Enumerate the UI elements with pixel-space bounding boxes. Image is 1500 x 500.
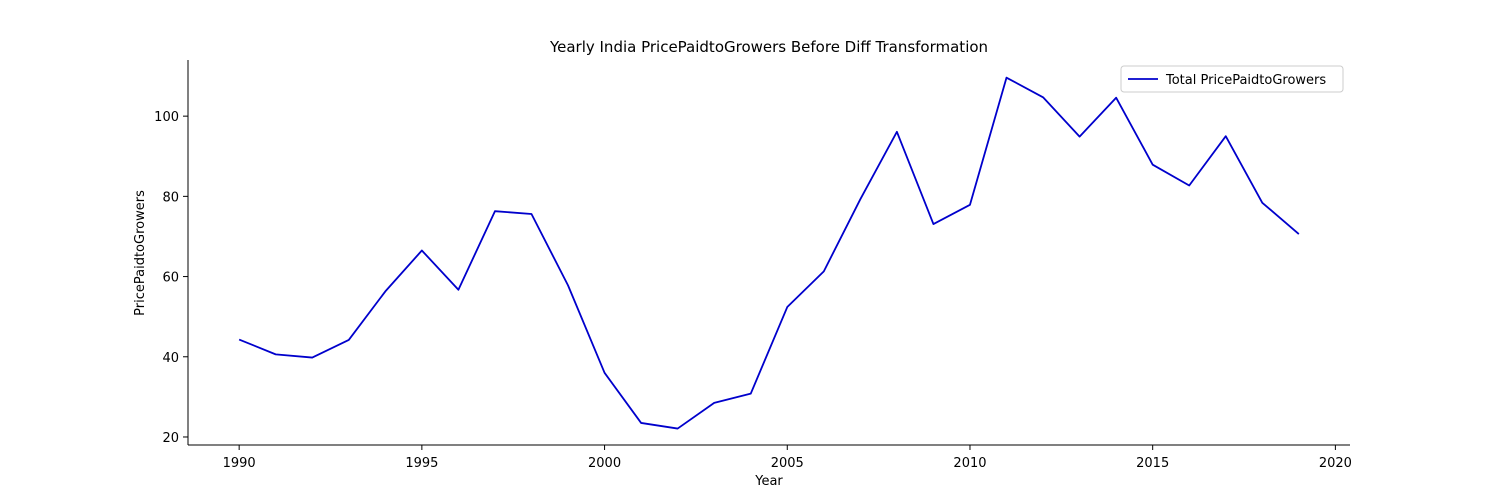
x-axis-label: Year [754, 474, 783, 489]
legend: Total PricePaidtoGrowers [1120, 65, 1344, 93]
y-axis-label: PricePaidtoGrowers [133, 190, 148, 316]
y-tick-label: 60 [162, 271, 179, 286]
x-tick-label: 1995 [405, 456, 438, 471]
x-tick-label: 2000 [588, 456, 621, 471]
x-tick-label: 2005 [771, 456, 804, 471]
series-line [238, 76, 1300, 430]
chart-title: Yearly India PricePaidtoGrowers Before D… [549, 38, 988, 56]
y-tick-label: 20 [162, 431, 179, 446]
x-tick-label: 2015 [1136, 456, 1169, 471]
series-layer [238, 76, 1300, 430]
x-tick-label: 2020 [1319, 456, 1352, 471]
y-tick-label: 100 [154, 110, 179, 125]
x-tick-label: 2010 [953, 456, 986, 471]
legend-label: Total PricePaidtoGrowers [1165, 73, 1326, 88]
y-tick-label: 80 [162, 190, 179, 205]
legend-box [1120, 65, 1344, 93]
x-tick-label: 1990 [223, 456, 256, 471]
y-tick-label: 40 [162, 351, 179, 366]
axes [187, 60, 1350, 446]
